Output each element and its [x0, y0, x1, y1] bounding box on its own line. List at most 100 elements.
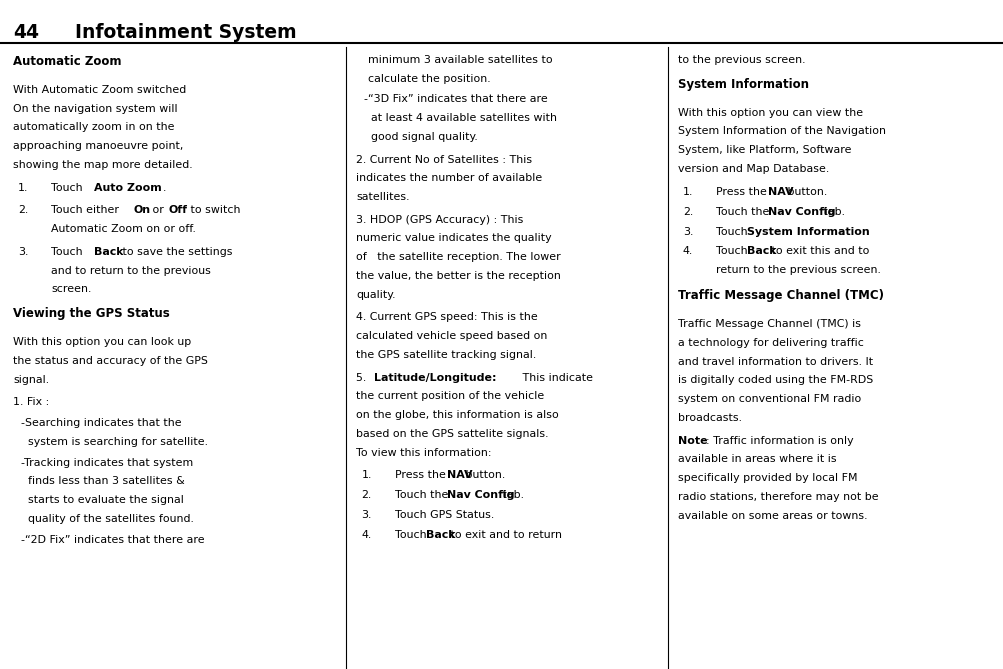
Text: based on the GPS sattelite signals.: based on the GPS sattelite signals. — [356, 429, 549, 439]
Text: : Traffic information is only: : Traffic information is only — [705, 436, 853, 446]
Text: Touch either: Touch either — [51, 205, 122, 215]
Text: With this option you can look up: With this option you can look up — [13, 337, 192, 347]
Text: approaching manoeuvre point,: approaching manoeuvre point, — [13, 141, 184, 151]
Text: Auto Zoom: Auto Zoom — [94, 183, 161, 193]
Text: 4.: 4. — [682, 246, 692, 256]
Text: 4.: 4. — [361, 530, 371, 540]
Text: calculate the position.: calculate the position. — [368, 74, 490, 84]
Text: screen.: screen. — [51, 284, 91, 294]
Text: Latitude/Longitude:: Latitude/Longitude: — [374, 373, 496, 383]
Text: 3.: 3. — [682, 227, 692, 237]
Text: System Information of the Navigation: System Information of the Navigation — [677, 126, 885, 136]
Text: system on conventional FM radio: system on conventional FM radio — [677, 394, 861, 404]
Text: a technology for delivering traffic: a technology for delivering traffic — [677, 338, 863, 348]
Text: to save the settings: to save the settings — [119, 247, 233, 257]
Text: showing the map more detailed.: showing the map more detailed. — [13, 160, 193, 170]
Text: 1.: 1. — [361, 470, 371, 480]
Text: button.: button. — [783, 187, 826, 197]
Text: numeric value indicates the quality: numeric value indicates the quality — [356, 233, 552, 244]
Text: Touch: Touch — [51, 183, 86, 193]
Text: Touch the: Touch the — [715, 207, 772, 217]
Text: -Tracking indicates that system: -Tracking indicates that system — [21, 458, 194, 468]
Text: -“3D Fix” indicates that there are: -“3D Fix” indicates that there are — [364, 94, 548, 104]
Text: Back: Back — [746, 246, 776, 256]
Text: Back: Back — [425, 530, 455, 540]
Text: good signal quality.: good signal quality. — [364, 132, 477, 142]
Text: to the previous screen.: to the previous screen. — [677, 55, 804, 65]
Text: 3. HDOP (GPS Accuracy) : This: 3. HDOP (GPS Accuracy) : This — [356, 215, 524, 225]
Text: satellites.: satellites. — [356, 192, 409, 202]
Text: Press the: Press the — [715, 187, 769, 197]
Text: Back: Back — [94, 247, 123, 257]
Text: button.: button. — [462, 470, 506, 480]
Text: the current position of the vehicle: the current position of the vehicle — [356, 391, 544, 401]
Text: System Information: System Information — [746, 227, 869, 237]
Text: Automatic Zoom: Automatic Zoom — [13, 55, 121, 68]
Text: quality of the satellites found.: quality of the satellites found. — [21, 514, 194, 524]
Text: on the globe, this information is also: on the globe, this information is also — [356, 410, 559, 420]
Text: Nav Config: Nav Config — [767, 207, 834, 217]
Text: System Information: System Information — [677, 78, 807, 90]
Text: 4. Current GPS speed: This is the: 4. Current GPS speed: This is the — [356, 312, 538, 322]
Text: version and Map Database.: version and Map Database. — [677, 164, 828, 174]
Text: 44: 44 — [13, 23, 39, 42]
Text: automatically zoom in on the: automatically zoom in on the — [13, 122, 175, 132]
Text: -“2D Fix” indicates that there are: -“2D Fix” indicates that there are — [21, 535, 205, 545]
Text: signal.: signal. — [13, 375, 49, 385]
Text: 1.: 1. — [18, 183, 28, 193]
Text: available on some areas or towns.: available on some areas or towns. — [677, 510, 867, 520]
Text: -Searching indicates that the: -Searching indicates that the — [21, 418, 182, 428]
Text: and travel information to drivers. It: and travel information to drivers. It — [677, 357, 872, 367]
Text: 2.: 2. — [361, 490, 371, 500]
Text: Touch: Touch — [51, 247, 86, 257]
Text: tab.: tab. — [819, 207, 845, 217]
Text: return to the previous screen.: return to the previous screen. — [715, 265, 880, 275]
Text: specifically provided by local FM: specifically provided by local FM — [677, 473, 857, 483]
Text: Touch: Touch — [715, 227, 750, 237]
Text: tab.: tab. — [498, 490, 524, 500]
Text: to exit this and to: to exit this and to — [767, 246, 869, 256]
Text: system is searching for satellite.: system is searching for satellite. — [21, 437, 208, 447]
Text: to switch: to switch — [187, 205, 240, 215]
Text: Traffic Message Channel (TMC) is: Traffic Message Channel (TMC) is — [677, 319, 860, 329]
Text: 1.: 1. — [682, 187, 692, 197]
Text: Viewing the GPS Status: Viewing the GPS Status — [13, 307, 170, 320]
Text: Touch GPS Status.: Touch GPS Status. — [394, 510, 493, 520]
Text: Note: Note — [677, 436, 707, 446]
Text: at least 4 available satellites with: at least 4 available satellites with — [364, 113, 557, 123]
Text: On: On — [133, 205, 150, 215]
Text: System, like Platform, Software: System, like Platform, Software — [677, 145, 851, 155]
Text: calculated vehicle speed based on: calculated vehicle speed based on — [356, 331, 548, 341]
Text: and to return to the previous: and to return to the previous — [51, 266, 211, 276]
Text: 2.: 2. — [18, 205, 28, 215]
Text: .: . — [162, 183, 165, 193]
Text: of   the satellite reception. The lower: of the satellite reception. The lower — [356, 252, 561, 262]
Text: available in areas where it is: available in areas where it is — [677, 454, 835, 464]
Text: This indicate: This indicate — [519, 373, 593, 383]
Text: radio stations, therefore may not be: radio stations, therefore may not be — [677, 492, 878, 502]
Text: broadcasts.: broadcasts. — [677, 413, 741, 423]
Text: To view this information:: To view this information: — [356, 448, 491, 458]
Text: Press the: Press the — [394, 470, 448, 480]
Text: starts to evaluate the signal: starts to evaluate the signal — [21, 495, 184, 505]
Text: Automatic Zoom on or off.: Automatic Zoom on or off. — [51, 224, 196, 234]
Text: the status and accuracy of the GPS: the status and accuracy of the GPS — [13, 356, 208, 366]
Text: minimum 3 available satellites to: minimum 3 available satellites to — [368, 55, 553, 65]
Text: 1. Fix :: 1. Fix : — [13, 397, 49, 407]
Text: Touch: Touch — [394, 530, 429, 540]
Text: 2. Current No of Satellites : This: 2. Current No of Satellites : This — [356, 155, 532, 165]
Text: 3.: 3. — [361, 510, 371, 520]
Text: quality.: quality. — [356, 290, 395, 300]
Text: NAV: NAV — [767, 187, 792, 197]
Text: Touch the: Touch the — [394, 490, 451, 500]
Text: is digitally coded using the FM-RDS: is digitally coded using the FM-RDS — [677, 375, 872, 385]
Text: the value, the better is the reception: the value, the better is the reception — [356, 271, 561, 281]
Text: .: . — [841, 227, 844, 237]
Text: or: or — [148, 205, 166, 215]
Text: Off: Off — [169, 205, 188, 215]
Text: the GPS satellite tracking signal.: the GPS satellite tracking signal. — [356, 350, 537, 360]
Text: NAV: NAV — [446, 470, 471, 480]
Text: With Automatic Zoom switched: With Automatic Zoom switched — [13, 85, 187, 95]
Text: On the navigation system will: On the navigation system will — [13, 104, 178, 114]
Text: With this option you can view the: With this option you can view the — [677, 108, 862, 118]
